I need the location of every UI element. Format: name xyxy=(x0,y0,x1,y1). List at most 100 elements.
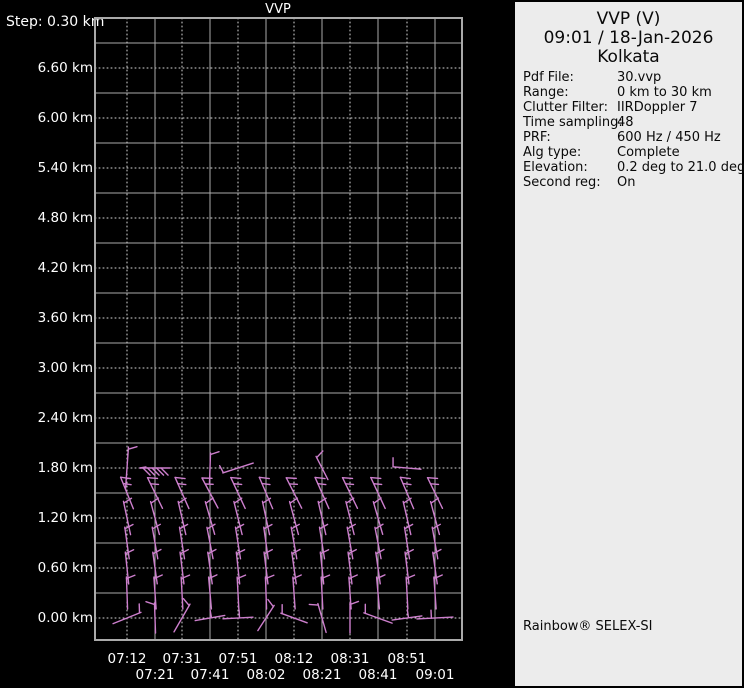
wind-barb-staff xyxy=(119,476,135,510)
wind-barb-staff xyxy=(173,603,191,633)
wind-barb-staff xyxy=(264,576,268,610)
step-label: Step: 0.30 km xyxy=(6,14,105,30)
y-axis-tick-label: 4.20 km xyxy=(37,260,93,276)
wind-barb-feather xyxy=(433,574,443,580)
wind-barb-staff xyxy=(402,500,412,536)
wind-barb-feather xyxy=(373,497,382,504)
wind-barb-staff xyxy=(426,477,444,509)
x-axis-tick-label: 08:21 xyxy=(302,667,342,683)
wind-barb-feather xyxy=(315,450,324,459)
wind-barb-staff xyxy=(391,615,423,621)
wind-barb-feather xyxy=(375,548,385,555)
wind-barb-feather xyxy=(182,597,190,607)
wind-barb-staff xyxy=(317,500,327,536)
wind-barb-staff xyxy=(180,576,184,610)
wind-barb-feather xyxy=(146,467,156,476)
detail-label: PRF: xyxy=(523,130,551,145)
wind-barb-staff xyxy=(346,526,354,560)
y-axis-tick-label: 6.00 km xyxy=(37,110,93,126)
wind-barb-staff xyxy=(206,526,214,560)
wind-barb-feather xyxy=(317,482,327,486)
x-axis-tick-label: 08:12 xyxy=(274,651,314,667)
detail-label: Range: xyxy=(523,85,569,100)
wind-barb-feather xyxy=(205,497,214,504)
wind-barb-feather xyxy=(122,482,132,486)
wind-barb-feather xyxy=(319,523,329,530)
wind-barb-feather xyxy=(426,477,439,480)
wind-barb-staff xyxy=(416,616,454,620)
detail-row: Alg type: Complete xyxy=(523,145,744,160)
wind-barb-staff xyxy=(318,526,326,560)
wind-barb-feather xyxy=(263,523,273,530)
panel-title: VVP (V) xyxy=(596,9,661,29)
wind-barb-staff xyxy=(280,612,308,624)
wind-barb-feather xyxy=(235,523,245,530)
wind-barb-feather xyxy=(150,497,160,504)
wind-barb-feather xyxy=(146,477,159,480)
detail-value: Complete xyxy=(617,145,680,160)
wind-barb-feather xyxy=(404,548,414,555)
chart-title: VVP xyxy=(265,2,291,17)
detail-value: 30.vvp xyxy=(617,70,662,85)
x-axis-tick-label: 07:41 xyxy=(190,667,230,683)
wind-barb-feather xyxy=(179,523,189,530)
wind-barb-feather xyxy=(179,548,189,555)
wind-barb-feather xyxy=(314,476,326,480)
wind-barb-feather xyxy=(123,497,133,504)
wind-barb-staff xyxy=(179,551,185,585)
vvp-chart-region: Step: 0.30 km VVP 6.60 km 6.00 km 5.40 km 4… xyxy=(6,2,463,683)
wind-barb-feather xyxy=(376,574,386,580)
y-axis-tick-label: 4.80 km xyxy=(37,210,93,226)
wind-barb-staff xyxy=(236,576,240,610)
y-axis-tick-label: 1.80 km xyxy=(37,460,93,476)
wind-barb-staff xyxy=(233,500,243,536)
y-axis-tick-label: 3.00 km xyxy=(37,360,93,376)
panel-details: Pdf File: 30.vvp Range: 0 km to 30 km Clutte… xyxy=(523,70,744,190)
wind-barb-feather xyxy=(127,445,138,450)
wind-barb-staff xyxy=(151,526,159,560)
wind-barb-feather xyxy=(263,548,273,555)
wind-barb-staff xyxy=(315,455,329,481)
wind-barb-feather xyxy=(431,523,441,530)
wind-barb-staff xyxy=(320,576,324,610)
wind-barb-staff xyxy=(153,576,157,610)
x-axis-tick-label: 08:02 xyxy=(246,667,286,683)
wind-barb-staff xyxy=(149,500,161,536)
wind-barb-feather xyxy=(218,464,225,474)
wind-barb-staff xyxy=(345,500,355,536)
wind-barb-feather xyxy=(119,476,132,480)
wind-barb-feather xyxy=(232,483,243,486)
wind-barb-staff xyxy=(288,500,300,536)
detail-label: Time sampling: xyxy=(523,115,623,130)
wind-barb-feather xyxy=(372,483,383,486)
wind-barb-feather xyxy=(346,523,356,530)
wind-barb-feather xyxy=(139,466,147,469)
wind-barb-staff xyxy=(319,551,325,585)
wind-barb-feather xyxy=(429,483,440,486)
x-axis-tick-label: 08:51 xyxy=(387,651,427,667)
wind-barb-feather xyxy=(341,477,354,480)
wind-barb-feather xyxy=(404,523,414,530)
wind-barb-staff xyxy=(194,614,226,622)
wind-barb-feather xyxy=(320,574,331,580)
wind-barb-staff xyxy=(201,477,219,509)
wind-barb-feather xyxy=(292,574,302,580)
wind-barb-staff xyxy=(375,576,381,610)
wind-barb-staff xyxy=(290,526,298,560)
wind-barb-staff xyxy=(125,576,129,610)
detail-label: Clutter Filter: xyxy=(523,100,608,115)
wind-barb-staff xyxy=(292,576,296,610)
detail-value: 0 km to 30 km xyxy=(617,85,712,100)
detail-row: PRF: 600 Hz / 450 Hz xyxy=(523,130,744,145)
y-axis-tick-label: 5.40 km xyxy=(37,160,93,176)
wind-barb-feather xyxy=(235,549,246,555)
wind-barb-staff xyxy=(230,476,246,510)
detail-row: Pdf File: 30.vvp xyxy=(523,70,744,85)
wind-barb-staff xyxy=(122,500,132,536)
wind-barb-staff xyxy=(431,526,439,560)
wind-barb-staff xyxy=(375,551,381,585)
wind-barb-staff xyxy=(374,526,382,560)
detail-row: Elevation: 0.2 deg to 21.0 deg xyxy=(523,160,744,175)
wind-barb-feather xyxy=(430,497,440,504)
wind-barb-staff xyxy=(372,500,384,536)
